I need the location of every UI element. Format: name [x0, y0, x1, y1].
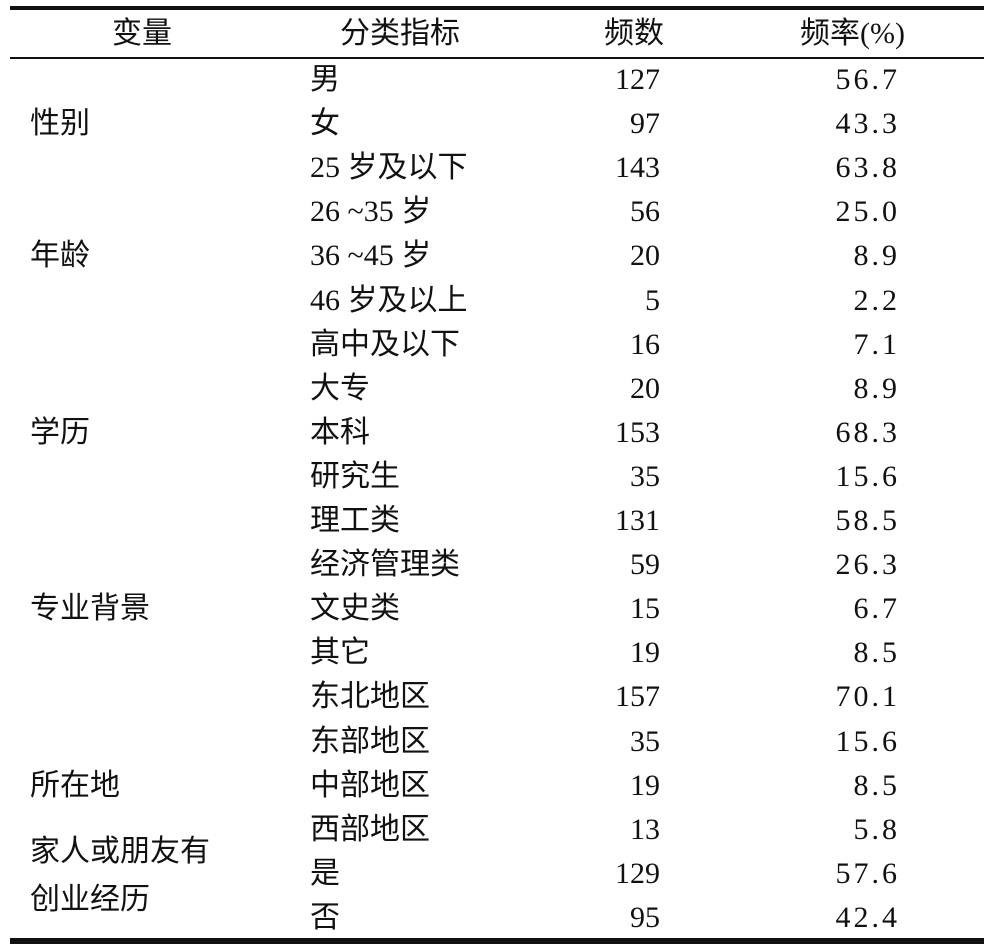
cell-percent: 68.3: [835, 415, 900, 449]
variable-label: 专业背景: [30, 592, 150, 626]
cell-category: 36 ~45 岁: [310, 239, 432, 273]
table-row: 46 岁及以上 5 2.2: [0, 279, 992, 323]
cell-frequency: 157: [615, 680, 660, 714]
cell-frequency: 131: [615, 504, 660, 537]
cell-category: 男: [310, 63, 340, 96]
cell-frequency: 129: [615, 856, 660, 890]
cell-percent: 15.6: [835, 724, 900, 758]
variable-label: 家人或朋友有: [30, 834, 210, 868]
cell-percent: 42.4: [835, 900, 900, 934]
cell-frequency: 59: [630, 548, 660, 582]
cell-frequency: 20: [630, 239, 660, 273]
variable-label: 所在地: [30, 768, 120, 802]
table-row: 东北地区 157 70.1: [0, 675, 992, 719]
cell-category: 25 岁及以下: [310, 151, 468, 185]
variable-label: 创业经历: [30, 883, 150, 917]
cell-category: 理工类: [310, 504, 400, 537]
header-variable: 变量: [112, 17, 172, 50]
table-row: 研究生 35 15.6: [0, 455, 992, 499]
table-row: 经济管理类 59 26.3: [0, 543, 992, 587]
cell-category: 46 岁及以上: [310, 283, 468, 317]
cell-frequency: 95: [630, 900, 660, 934]
cell-frequency: 15: [630, 592, 660, 626]
cell-percent: 6.7: [853, 592, 900, 626]
table-row: 否 95 42.4: [0, 896, 992, 940]
table-row: 25 岁及以下 143 63.8: [0, 146, 992, 190]
cell-frequency: 153: [615, 415, 660, 449]
table-row: 男 127 56.7: [0, 58, 992, 102]
cell-percent: 8.9: [853, 239, 900, 273]
cell-frequency: 19: [630, 768, 660, 802]
cell-category: 文史类: [310, 592, 400, 626]
cell-percent: 8.9: [853, 371, 900, 405]
cell-frequency: 13: [630, 812, 660, 846]
cell-category: 本科: [310, 415, 370, 449]
cell-category: 经济管理类: [310, 548, 460, 582]
cell-frequency: 56: [630, 195, 660, 229]
cell-percent: 63.8: [835, 151, 900, 185]
cell-category: 高中及以下: [310, 327, 460, 361]
table-row: 女 97 43.3: [0, 102, 992, 146]
cell-frequency: 19: [630, 636, 660, 670]
cell-frequency: 97: [630, 107, 660, 141]
cell-category: 西部地区: [310, 812, 430, 846]
cell-percent: 56.7: [835, 63, 900, 96]
cell-frequency: 20: [630, 371, 660, 405]
table-row: 36 ~45 岁 20 8.9: [0, 234, 992, 278]
table-row: 理工类 131 58.5: [0, 499, 992, 543]
table-row: 高中及以下 16 7.1: [0, 323, 992, 367]
table-bottom-rule: [10, 938, 984, 944]
cell-percent: 26.3: [835, 548, 900, 582]
cell-percent: 25.0: [835, 195, 900, 229]
cell-percent: 58.5: [835, 504, 900, 537]
table-row: 本科 153 68.3: [0, 411, 992, 455]
cell-percent: 8.5: [853, 636, 900, 670]
table-row: 大专 20 8.9: [0, 367, 992, 411]
header-frequency: 频数: [604, 17, 664, 50]
header-percent: 频率(%): [800, 17, 905, 50]
table-row: 26 ~35 岁 56 25.0: [0, 190, 992, 234]
table-row: 文史类 15 6.7: [0, 587, 992, 631]
cell-frequency: 16: [630, 327, 660, 361]
header-rule: [10, 57, 984, 59]
table-row: 东部地区 35 15.6: [0, 720, 992, 764]
table-top-rule: [10, 6, 984, 10]
cell-frequency: 5: [645, 283, 660, 317]
table-row: 西部地区 13 5.8: [0, 808, 992, 852]
cell-category: 研究生: [310, 459, 400, 493]
table-row: 中部地区 19 8.5: [0, 764, 992, 808]
cell-percent: 8.5: [853, 768, 900, 802]
cell-category: 大专: [310, 371, 370, 405]
cell-category: 是: [310, 856, 340, 890]
cell-percent: 15.6: [835, 459, 900, 493]
cell-category: 其它: [310, 636, 370, 670]
cell-category: 女: [310, 107, 340, 141]
cell-category: 东部地区: [310, 724, 430, 758]
cell-percent: 43.3: [835, 107, 900, 141]
cell-percent: 2.2: [853, 283, 900, 317]
table-row: 是 129 57.6: [0, 852, 992, 896]
variable-label: 年龄: [30, 239, 90, 273]
cell-category: 中部地区: [310, 768, 430, 802]
cell-frequency: 127: [615, 63, 660, 96]
variable-label: 性别: [30, 107, 90, 141]
cell-frequency: 35: [630, 724, 660, 758]
variable-label: 学历: [30, 415, 90, 449]
header-category: 分类指标: [340, 17, 460, 50]
cell-percent: 7.1: [853, 327, 900, 361]
cell-frequency: 143: [615, 151, 660, 185]
table-row: 其它 19 8.5: [0, 631, 992, 675]
cell-category: 东北地区: [310, 680, 430, 714]
cell-category: 26 ~35 岁: [310, 195, 432, 229]
cell-percent: 5.8: [853, 812, 900, 846]
cell-percent: 57.6: [835, 856, 900, 890]
cell-frequency: 35: [630, 459, 660, 493]
cell-category: 否: [310, 900, 340, 934]
cell-percent: 70.1: [835, 680, 900, 714]
